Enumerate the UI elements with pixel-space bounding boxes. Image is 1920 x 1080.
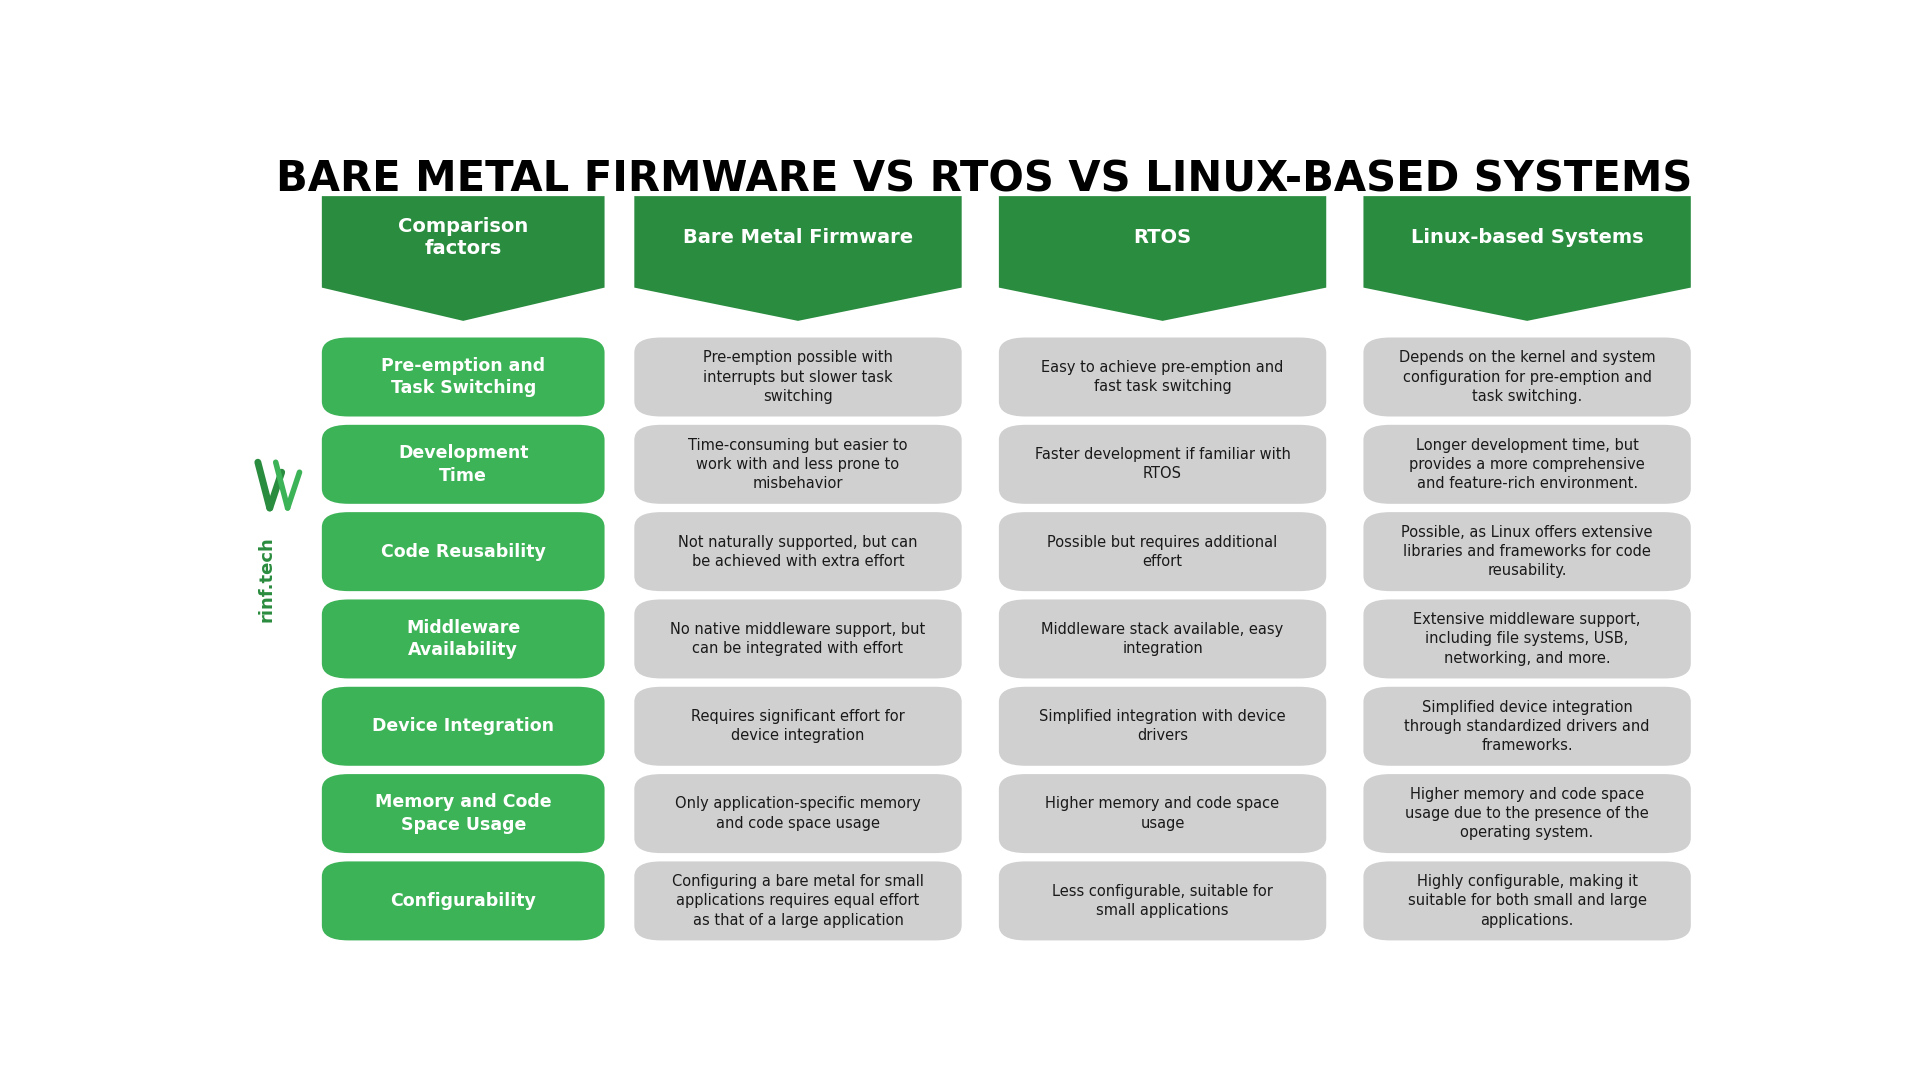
Text: Code Reusability: Code Reusability — [380, 542, 545, 561]
FancyBboxPatch shape — [998, 512, 1327, 591]
FancyBboxPatch shape — [634, 774, 962, 853]
FancyBboxPatch shape — [1363, 687, 1692, 766]
Text: Depends on the kernel and system
configuration for pre-emption and
task switchin: Depends on the kernel and system configu… — [1400, 350, 1655, 404]
FancyBboxPatch shape — [998, 687, 1327, 766]
Text: Faster development if familiar with
RTOS: Faster development if familiar with RTOS — [1035, 447, 1290, 482]
FancyBboxPatch shape — [1363, 512, 1692, 591]
Text: Device Integration: Device Integration — [372, 717, 555, 735]
Text: Requires significant effort for
device integration: Requires significant effort for device i… — [691, 710, 904, 743]
Text: Middleware
Availability: Middleware Availability — [405, 619, 520, 660]
Text: No native middleware support, but
can be integrated with effort: No native middleware support, but can be… — [670, 622, 925, 656]
FancyBboxPatch shape — [634, 599, 962, 678]
FancyBboxPatch shape — [323, 424, 605, 503]
Polygon shape — [1363, 197, 1692, 321]
FancyBboxPatch shape — [323, 599, 605, 678]
Text: Only application-specific memory
and code space usage: Only application-specific memory and cod… — [676, 796, 922, 831]
Text: Pre-emption possible with
interrupts but slower task
switching: Pre-emption possible with interrupts but… — [703, 350, 893, 404]
Text: Higher memory and code space
usage: Higher memory and code space usage — [1046, 796, 1279, 831]
FancyBboxPatch shape — [1363, 599, 1692, 678]
FancyBboxPatch shape — [323, 862, 605, 941]
Text: Middleware stack available, easy
integration: Middleware stack available, easy integra… — [1041, 622, 1284, 656]
Polygon shape — [634, 197, 962, 321]
Text: Linux-based Systems: Linux-based Systems — [1411, 228, 1644, 247]
FancyBboxPatch shape — [1363, 774, 1692, 853]
FancyBboxPatch shape — [1363, 337, 1692, 417]
FancyBboxPatch shape — [998, 599, 1327, 678]
Text: RTOS: RTOS — [1133, 228, 1192, 247]
Text: Memory and Code
Space Usage: Memory and Code Space Usage — [374, 793, 551, 834]
FancyBboxPatch shape — [323, 512, 605, 591]
Text: rinf.tech: rinf.tech — [257, 536, 276, 621]
Text: Highly configurable, making it
suitable for both small and large
applications.: Highly configurable, making it suitable … — [1407, 874, 1647, 928]
Text: Possible but requires additional
effort: Possible but requires additional effort — [1048, 535, 1277, 569]
Text: Extensive middleware support,
including file systems, USB,
networking, and more.: Extensive middleware support, including … — [1413, 612, 1642, 665]
Text: Not naturally supported, but can
be achieved with extra effort: Not naturally supported, but can be achi… — [678, 535, 918, 569]
Text: Longer development time, but
provides a more comprehensive
and feature-rich envi: Longer development time, but provides a … — [1409, 437, 1645, 491]
Text: Configurability: Configurability — [390, 892, 536, 910]
FancyBboxPatch shape — [634, 862, 962, 941]
FancyBboxPatch shape — [998, 774, 1327, 853]
Text: Higher memory and code space
usage due to the presence of the
operating system.: Higher memory and code space usage due t… — [1405, 787, 1649, 840]
Text: Bare Metal Firmware: Bare Metal Firmware — [684, 228, 914, 247]
Text: Development
Time: Development Time — [397, 444, 528, 485]
FancyBboxPatch shape — [634, 687, 962, 766]
FancyBboxPatch shape — [998, 337, 1327, 417]
FancyBboxPatch shape — [634, 424, 962, 503]
Text: Simplified device integration
through standardized drivers and
frameworks.: Simplified device integration through st… — [1404, 700, 1649, 753]
FancyBboxPatch shape — [634, 512, 962, 591]
FancyBboxPatch shape — [323, 337, 605, 417]
Polygon shape — [323, 197, 605, 321]
Text: Configuring a bare metal for small
applications requires equal effort
as that of: Configuring a bare metal for small appli… — [672, 874, 924, 928]
Text: Less configurable, suitable for
small applications: Less configurable, suitable for small ap… — [1052, 883, 1273, 918]
FancyBboxPatch shape — [1363, 862, 1692, 941]
Text: Possible, as Linux offers extensive
libraries and frameworks for code
reusabilit: Possible, as Linux offers extensive libr… — [1402, 525, 1653, 578]
FancyBboxPatch shape — [634, 337, 962, 417]
FancyBboxPatch shape — [323, 687, 605, 766]
Text: Simplified integration with device
drivers: Simplified integration with device drive… — [1039, 710, 1286, 743]
Text: Pre-emption and
Task Switching: Pre-emption and Task Switching — [382, 356, 545, 397]
FancyBboxPatch shape — [998, 424, 1327, 503]
FancyBboxPatch shape — [998, 862, 1327, 941]
Polygon shape — [998, 197, 1327, 321]
Text: Easy to achieve pre-emption and
fast task switching: Easy to achieve pre-emption and fast tas… — [1041, 360, 1284, 394]
FancyBboxPatch shape — [1363, 424, 1692, 503]
Text: BARE METAL FIRMWARE VS RTOS VS LINUX-BASED SYSTEMS: BARE METAL FIRMWARE VS RTOS VS LINUX-BAS… — [276, 159, 1692, 201]
Text: Time-consuming but easier to
work with and less prone to
misbehavior: Time-consuming but easier to work with a… — [687, 437, 908, 491]
FancyBboxPatch shape — [323, 774, 605, 853]
Text: Comparison
factors: Comparison factors — [397, 217, 528, 258]
